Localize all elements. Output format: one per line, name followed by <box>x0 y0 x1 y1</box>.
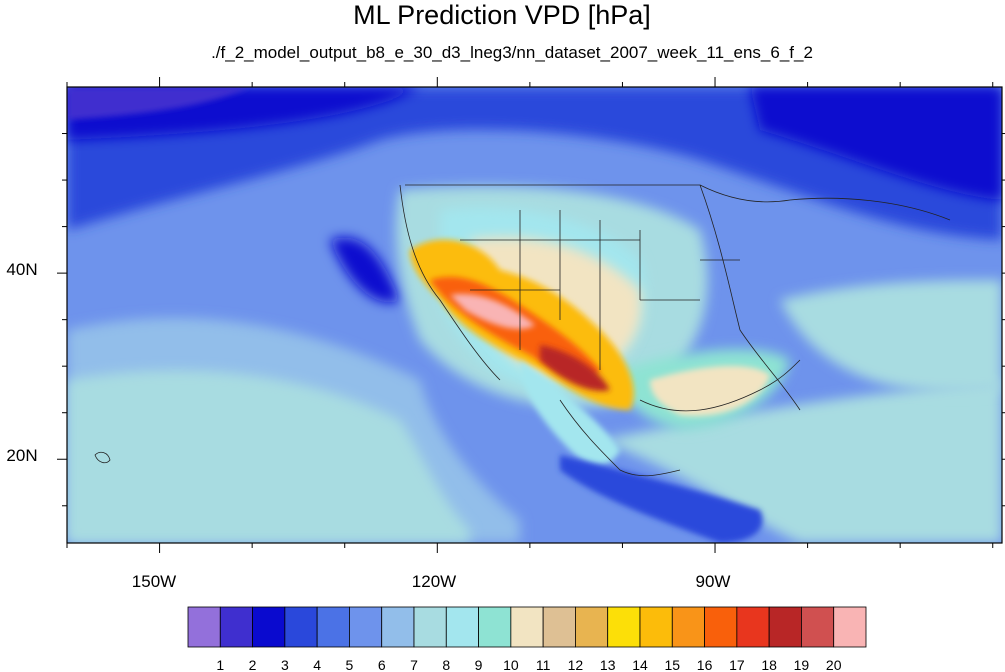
colorbar-swatch <box>219 606 253 648</box>
colorbar-label: 1 <box>216 657 224 672</box>
colorbar-swatch <box>187 606 221 648</box>
colorbar-swatch <box>736 606 770 648</box>
axis-ticks <box>57 77 1005 553</box>
chart-title: ML Prediction VPD [hPa] <box>353 0 651 30</box>
colorbar-label: 19 <box>794 657 810 672</box>
colorbar-swatch <box>801 606 835 648</box>
colorbar-swatch <box>639 606 673 648</box>
colorbar-label: 20 <box>826 657 842 672</box>
colorbar-swatch <box>607 606 641 648</box>
colorbar-label: 17 <box>729 657 745 672</box>
colorbar-label: 13 <box>600 657 616 672</box>
colorbar-label: 16 <box>697 657 713 672</box>
colorbar-label: 9 <box>475 657 483 672</box>
colorbar-swatch <box>284 606 318 648</box>
colorbar-label: 6 <box>378 657 386 672</box>
colorbar-swatch <box>768 606 802 648</box>
colorbar-swatch <box>510 606 544 648</box>
x-tick-label-150w: 150W <box>132 572 176 591</box>
colorbar-swatch <box>316 606 350 648</box>
colorbar-swatch <box>349 606 383 648</box>
colorbar-label: 11 <box>536 657 551 672</box>
y-tick-label-40n: 40N <box>6 260 37 279</box>
vpd-field <box>67 87 1002 543</box>
colorbar-swatch <box>413 606 447 648</box>
colorbar-label: 4 <box>313 657 321 672</box>
x-tick-label-90w: 90W <box>696 572 731 591</box>
colorbar-label: 2 <box>249 657 257 672</box>
coastlines <box>94 184 951 477</box>
colorbar-swatch <box>252 606 286 648</box>
map-frame <box>66 86 1003 544</box>
colorbar-swatch <box>542 606 576 648</box>
colorbar-swatch <box>575 606 609 648</box>
colorbar-swatch <box>671 606 705 648</box>
colorbar-label: 10 <box>503 657 519 672</box>
colorbar-swatch <box>704 606 738 648</box>
colorbar-label: 18 <box>761 657 777 672</box>
y-tick-label-20n: 20N <box>6 446 37 465</box>
chart-subtitle: ./f_2_model_output_b8_e_30_d3_lneg3/nn_d… <box>211 43 813 62</box>
colorbar-label: 5 <box>346 657 354 672</box>
colorbar-label: 12 <box>568 657 584 672</box>
colorbar-label: 14 <box>632 657 648 672</box>
colorbar-label: 15 <box>664 657 680 672</box>
colorbar-swatch <box>445 606 479 648</box>
colorbar-label: 3 <box>281 657 289 672</box>
colorbar-swatch <box>833 606 867 648</box>
x-tick-label-120w: 120W <box>412 572 456 591</box>
colorbar-swatch <box>478 606 512 648</box>
colorbar-label: 8 <box>442 657 450 672</box>
colorbar: 1 2 3 4 5 6 7 8 9 10 11 12 13 14 15 16 17 18 19 20 <box>187 606 867 672</box>
colorbar-label: 7 <box>410 657 418 672</box>
colorbar-swatch <box>381 606 415 648</box>
